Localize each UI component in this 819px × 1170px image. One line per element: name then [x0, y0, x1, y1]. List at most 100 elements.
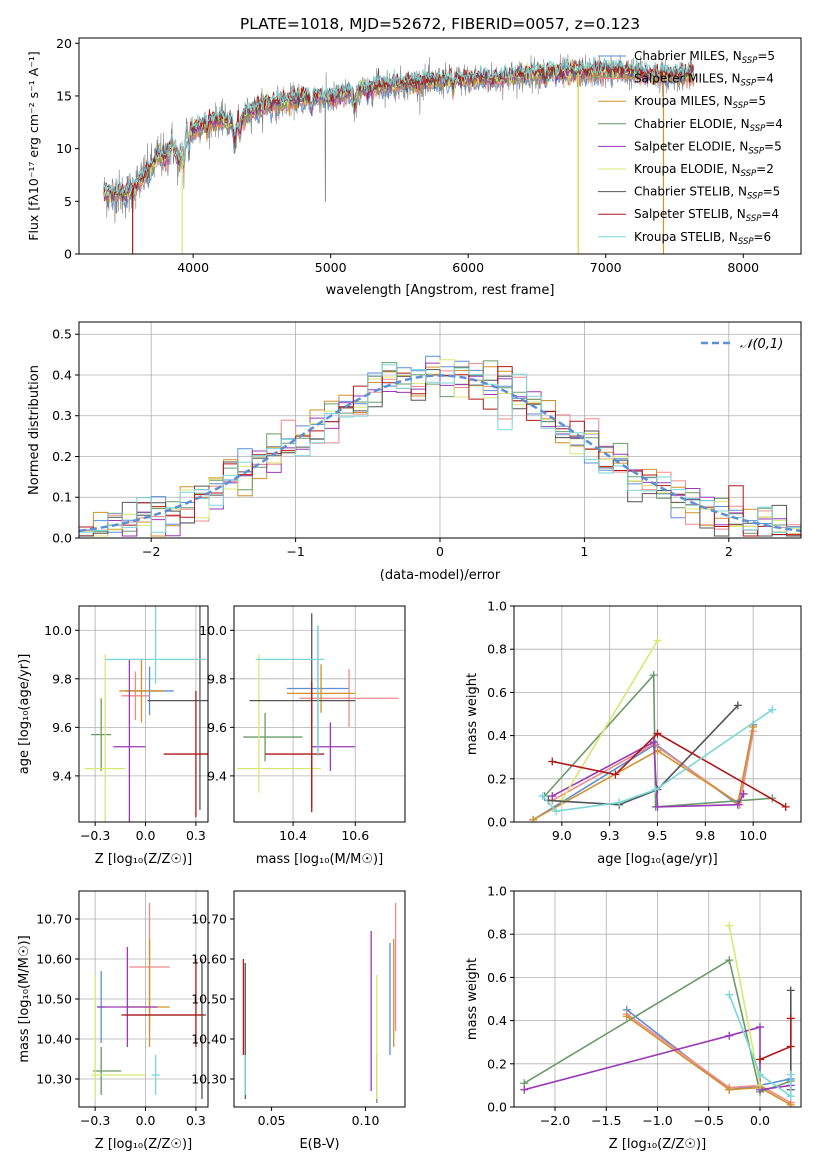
massweight_vs_Z-ytick-label: 0.6	[487, 970, 507, 985]
weight-marker-2	[786, 1100, 795, 1107]
massweight_vs_age-ylabel: mass weight	[465, 673, 480, 755]
legend-label-4: Salpeter ELODIE, NSSP=5	[634, 139, 782, 156]
age_vs_mass-panel: 10.4 10.6 9.4 9.6 9.8 10.0 mass [log₁₀(M/M☉)]	[199, 605, 406, 867]
residual-xtick-label: −2	[142, 544, 160, 559]
weight-marker-4	[653, 802, 662, 811]
mass_vs_ebv-ytick-label: 10.60	[191, 952, 227, 967]
spectrum-xtick-label: 7000	[590, 260, 622, 275]
massweight_vs_Z-panel: −2.0 −1.5 −1.0 −0.5 0.0 0.0 0.2 0.4 0.6 0.8 1.0 Z […	[465, 884, 802, 1152]
legend-label-0: Chabrier MILES, NSSP=5	[634, 49, 775, 66]
normal-legend-label: 𝒩(0,1)	[740, 337, 783, 352]
age_vs_mass-xlabel: mass [log₁₀(M/M☉)]	[256, 852, 383, 867]
massweight_vs_age-frame	[513, 605, 802, 823]
legend-label-3: Chabrier ELODIE, NSSP=4	[634, 117, 783, 134]
massweight_vs_age-xtick-label: 9.3	[600, 828, 620, 843]
weight-marker-8	[552, 807, 561, 816]
age_vs_mass-frame	[233, 605, 406, 823]
model-spectrum-4	[103, 62, 695, 203]
mass_vs_ebv-xtick-label: 0.10	[352, 1113, 380, 1128]
residual-ytick-label: 0.4	[52, 367, 72, 382]
weight-marker-7	[548, 757, 557, 766]
spectrum-frame	[78, 37, 802, 255]
age_vs_Z-data	[85, 606, 208, 822]
weight-marker-6	[733, 701, 742, 710]
massweight_vs_age-xtick-label: 9.5	[648, 828, 668, 843]
model-spectrum-8	[103, 56, 695, 196]
age_vs_Z-panel: −0.3 0.0 0.3 9.4 9.6 9.8 10.0 Z [log₁₀(Z/Z☉)] ag…	[17, 605, 209, 867]
weight-line-7	[552, 732, 787, 808]
massweight_vs_age-ytick-label: 0.0	[487, 815, 507, 830]
massweight_vs_age-ytick-label: 0.8	[487, 642, 507, 657]
age_vs_Z-ytick-label: 10.0	[44, 623, 72, 638]
massweight_vs_age-xlabel: age [log₁₀(age/yr)]	[597, 852, 718, 867]
residual-ytick-label: 0.5	[52, 327, 72, 342]
massweight_vs_Z-ytick-label: 1.0	[487, 884, 507, 899]
mass_vs_ebv-ytick-label: 10.30	[191, 1072, 227, 1087]
massweight_vs_Z-ytick-label: 0.8	[487, 927, 507, 942]
spectrum-xtick-label: 4000	[177, 260, 209, 275]
legend-label-5: Kroupa ELODIE, NSSP=2	[634, 162, 774, 179]
age_vs_Z-xtick-label: 0.3	[186, 828, 206, 843]
legend-label-1: Salpeter MILES, NSSP=4	[634, 72, 774, 89]
spectrum-xtick-label: 8000	[727, 260, 759, 275]
weight-line-8	[728, 994, 792, 1098]
age_vs_mass-ytick-label: 9.4	[207, 768, 227, 783]
massweight_vs_age-ytick-label: 0.4	[487, 728, 507, 743]
spectrum-ytick-label: 15	[56, 88, 72, 103]
age_vs_mass-data	[237, 613, 399, 813]
weight-marker-4	[520, 1085, 529, 1094]
weight-marker-7	[781, 802, 790, 811]
residual-xtick-label: 0	[436, 544, 444, 559]
legend-label-8: Kroupa STELIB, NSSP=6	[634, 230, 771, 247]
massweight_vs_Z-frame	[513, 890, 802, 1108]
weight-marker-8	[651, 785, 660, 794]
parameter-panels: −0.3 0.0 0.3 9.4 9.6 9.8 10.0 Z [log₁₀(Z/Z☉)] ag…	[17, 599, 802, 1152]
residual-ytick-label: 0.2	[52, 449, 72, 464]
residual-ytick-label: 0.0	[52, 531, 72, 546]
mass_vs_Z-ytick-label: 10.50	[36, 992, 72, 1007]
weight-marker-2	[529, 815, 538, 822]
weight-marker-8	[615, 798, 624, 807]
weight-marker-7	[786, 1042, 795, 1051]
legend-label-6: Chabrier STELIB, NSSP=5	[634, 185, 780, 202]
mass_vs_Z-ytick-label: 10.40	[36, 1032, 72, 1047]
mass_vs_Z-ytick-label: 10.70	[36, 912, 72, 927]
residual-ylabel: Normed distribution	[27, 365, 42, 495]
mass_vs_Z-frame	[78, 890, 209, 1108]
spectrum-ytick-label: 10	[56, 141, 72, 156]
massweight_vs_Z-ytick-label: 0.2	[487, 1056, 507, 1071]
weight-marker-8	[725, 990, 734, 999]
spectrum-ticks: 4000 5000 6000 7000 8000 0 5 10 15 20	[56, 36, 759, 275]
mass_vs_Z-data	[91, 903, 206, 1099]
massweight_vs_age-ytick-label: 1.0	[487, 599, 507, 614]
weight-marker-4	[649, 738, 658, 747]
massweight_vs_Z-ytick-label: 0.4	[487, 1013, 507, 1028]
mass_vs_ebv-xtick-label: 0.05	[258, 1113, 286, 1128]
weight-marker-8	[538, 792, 547, 801]
spectrum-data	[103, 54, 695, 254]
weight-marker-6	[786, 986, 795, 995]
weight-marker-8	[786, 1070, 795, 1079]
weight-line-6	[548, 704, 739, 806]
residual-histograms	[79, 355, 801, 537]
mass_vs_ebv-ytick-label: 10.40	[191, 1032, 227, 1047]
age_vs_Z-ytick-label: 9.4	[52, 768, 72, 783]
age_vs_mass-ytick-label: 9.8	[207, 671, 227, 686]
normal-curve	[79, 374, 801, 533]
massweight_vs_age-xtick-label: 9.0	[552, 828, 572, 843]
massweight_vs_Z-ylabel: mass weight	[465, 958, 480, 1040]
weight-line-4	[551, 740, 745, 808]
weight-marker-7	[756, 1055, 764, 1064]
mass_vs_ebv-panel: 0.05 0.10 10.30 10.40 10.50 10.60 10.70 E(B-V)	[191, 890, 406, 1152]
weight-line-3	[544, 673, 773, 808]
mass_vs_Z-ytick-label: 10.60	[36, 952, 72, 967]
weight-line-5	[561, 640, 659, 801]
residual-ticks: −2 −1 0 1 2 0.0 0.1 0.2 0.3 0.4 0.5	[52, 327, 733, 559]
weight-line-3	[523, 958, 792, 1093]
weight-marker-4	[548, 792, 557, 801]
massweight_vs_age-xtick-label: 10.0	[739, 828, 767, 843]
weight-marker-4	[739, 789, 748, 798]
weight-marker-4	[756, 1023, 764, 1032]
spectrum-panel: 4000 5000 6000 7000 8000 0 5 10 15 20 Chabrier MI…	[56, 36, 802, 275]
